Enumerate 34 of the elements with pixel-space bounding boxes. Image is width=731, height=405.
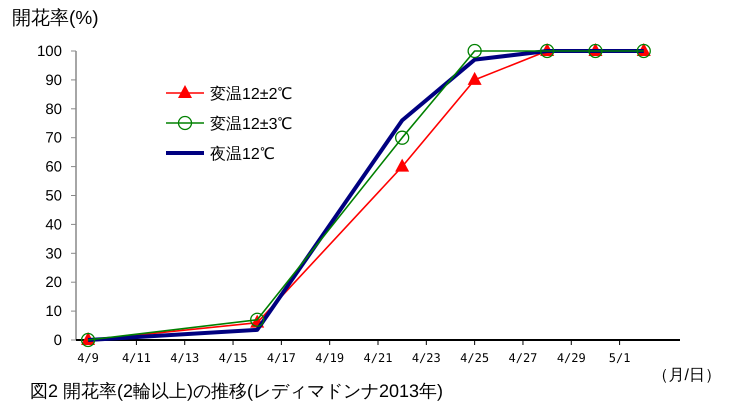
point bbox=[467, 44, 482, 58]
point bbox=[395, 130, 410, 145]
x-axis-title: （月/日） bbox=[652, 367, 721, 384]
point bbox=[395, 158, 410, 172]
point bbox=[636, 44, 651, 58]
y-tick-label: 90 bbox=[45, 72, 62, 89]
x-tick-label: 4/19 bbox=[315, 351, 344, 365]
legend-label: 変温12±3℃ bbox=[210, 115, 292, 133]
y-tick-label: 0 bbox=[54, 332, 62, 349]
x-tick-label: 4/11 bbox=[122, 351, 151, 365]
legend-label: 夜温12℃ bbox=[210, 145, 275, 163]
x-tick-label: 4/25 bbox=[460, 351, 490, 365]
y-tick-label: 70 bbox=[45, 130, 62, 147]
point bbox=[468, 72, 482, 85]
y-tick-label: 30 bbox=[45, 245, 62, 262]
y-tick-label: 10 bbox=[45, 303, 62, 320]
y-tick-label: 50 bbox=[45, 188, 62, 204]
x-tick-label: 4/23 bbox=[412, 351, 441, 365]
y-tick-label: 60 bbox=[45, 158, 62, 176]
caption: 図2 開花率(2輪以上)の推移(レディマドンナ2013年) bbox=[30, 381, 444, 401]
y-tick-label: 100 bbox=[36, 43, 62, 60]
y-axis-title: 開花率(%) bbox=[12, 7, 99, 29]
legend-label: 変温12±2℃ bbox=[210, 85, 292, 103]
x-tick-label: 4/15 bbox=[218, 351, 248, 365]
x-tick-label: 4/27 bbox=[508, 351, 538, 365]
x-tick-label: 4/9 bbox=[77, 351, 99, 365]
y-tick-label: 80 bbox=[45, 100, 62, 118]
x-tick-label: 5/1 bbox=[608, 351, 630, 365]
x-tick-label: 4/21 bbox=[364, 351, 392, 365]
y-tick-label: 20 bbox=[45, 274, 62, 292]
y-tick-label: 40 bbox=[45, 216, 62, 234]
x-tick-label: 4/29 bbox=[556, 351, 586, 365]
x-tick-label: 4/13 bbox=[170, 351, 200, 365]
x-tick-label: 4/17 bbox=[266, 351, 296, 365]
